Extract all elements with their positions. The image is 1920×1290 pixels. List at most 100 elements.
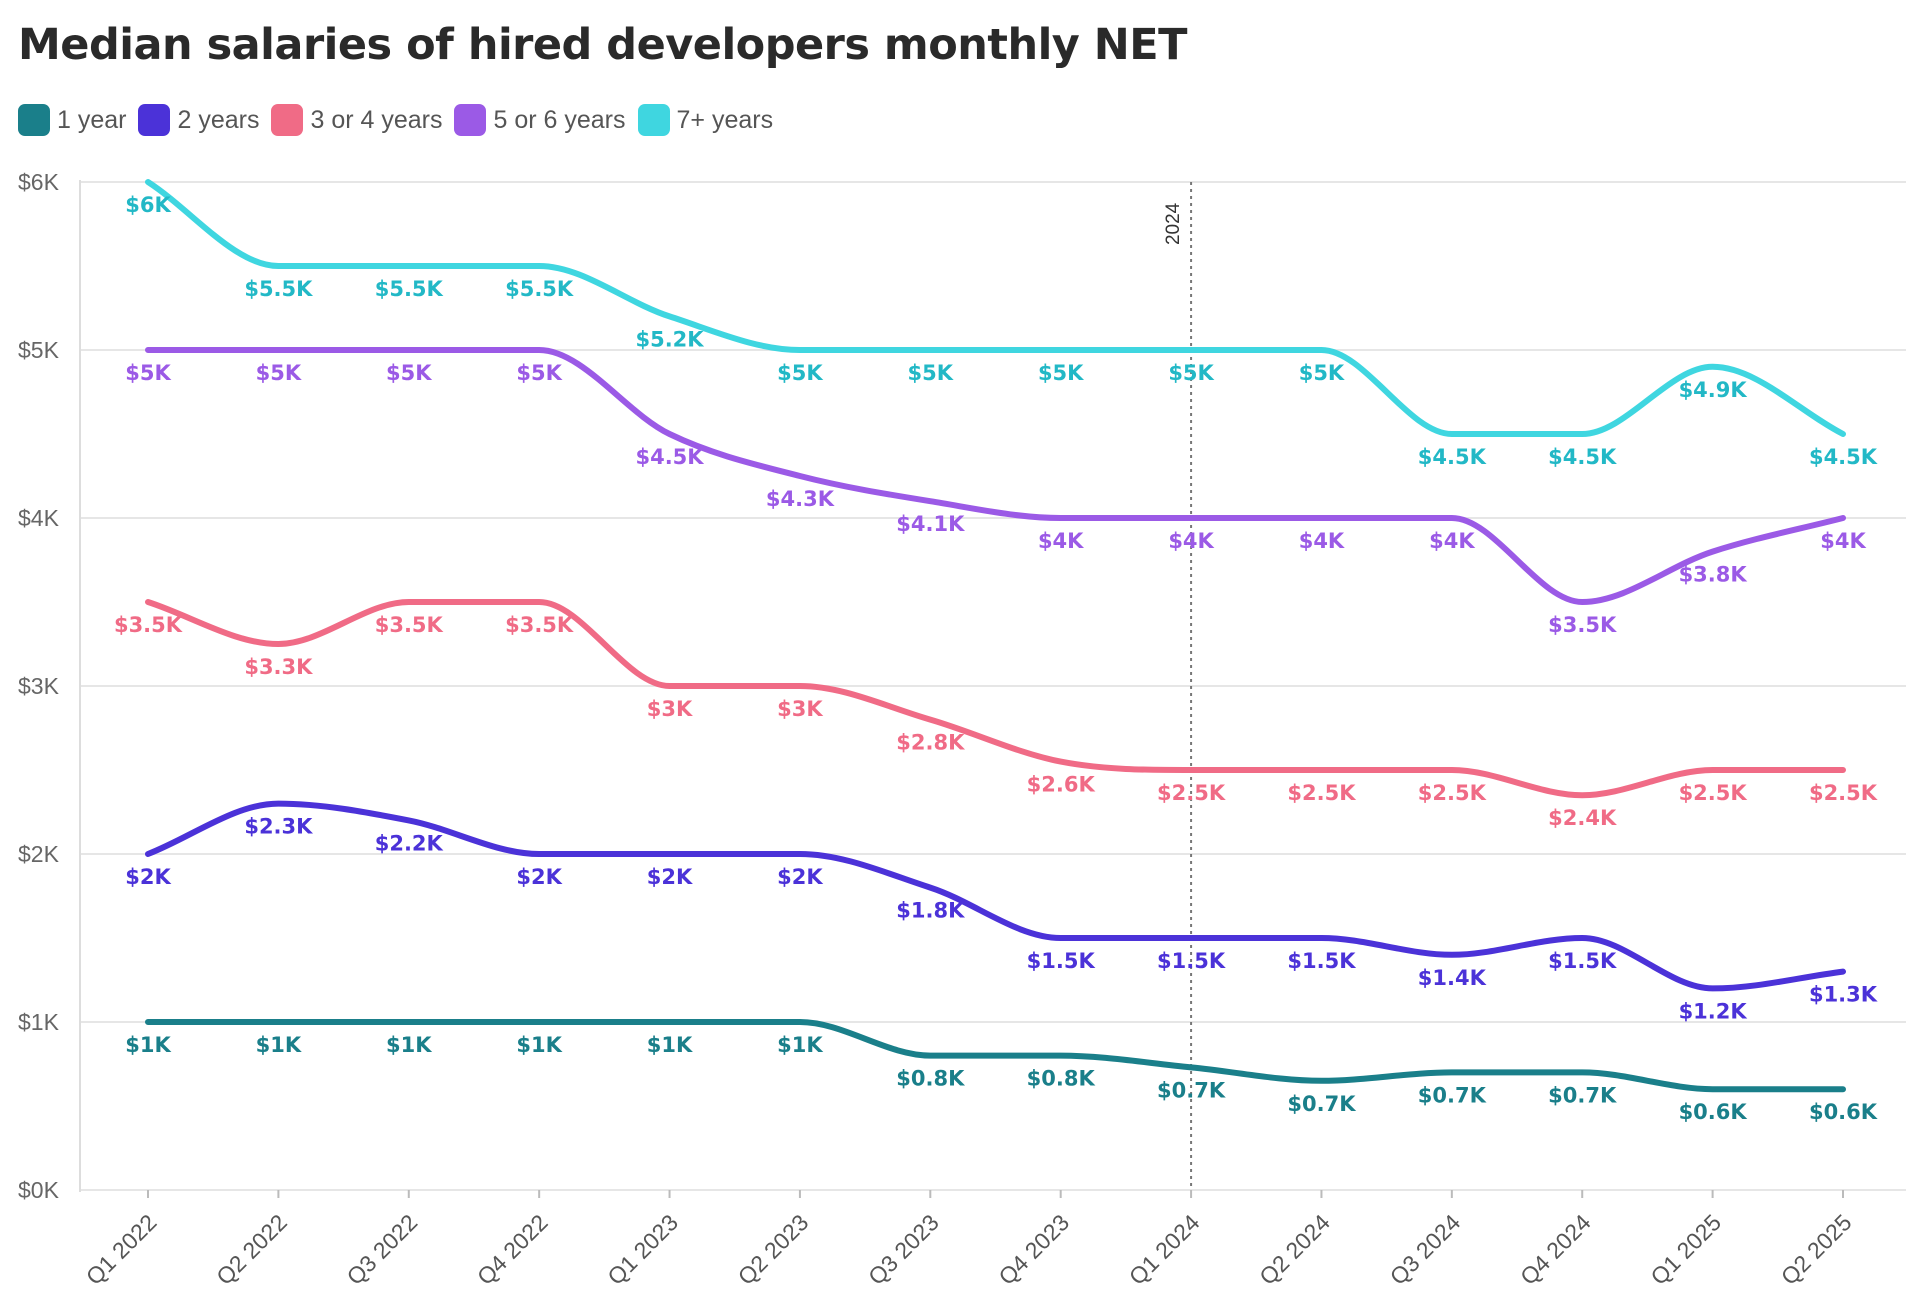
series-line-2-years[interactable] (145, 800, 1846, 992)
data-point-1-year[interactable] (1056, 1051, 1066, 1061)
data-point-5-or-6-years[interactable] (925, 496, 935, 506)
series-line-3-or-4-years[interactable] (145, 598, 1846, 799)
data-point-5-or-6-years[interactable] (795, 471, 805, 481)
data-point-5-or-6-years[interactable] (1186, 513, 1196, 523)
data-point-1-year[interactable] (404, 1017, 414, 1027)
data-point-7-plus-years[interactable] (665, 311, 675, 321)
data-point-2-years[interactable] (273, 799, 283, 809)
data-point-7-plus-years[interactable] (1186, 345, 1196, 355)
data-label-2-years: $1.5K (1157, 949, 1226, 973)
data-point-3-or-4-years[interactable] (534, 597, 544, 607)
data-point-2-years[interactable] (143, 849, 153, 859)
data-label-5-or-6-years: $3.5K (1548, 613, 1617, 637)
data-point-7-plus-years[interactable] (1708, 362, 1718, 372)
data-point-5-or-6-years[interactable] (1577, 597, 1587, 607)
data-point-7-plus-years[interactable] (404, 261, 414, 271)
data-point-7-plus-years[interactable] (1447, 429, 1457, 439)
data-point-3-or-4-years[interactable] (1186, 765, 1196, 775)
data-point-7-plus-years[interactable] (925, 345, 935, 355)
data-point-5-or-6-years[interactable] (534, 345, 544, 355)
y-tick-label: $3K (18, 673, 60, 699)
legend-item-7-plus-years[interactable]: 7+ years (637, 104, 773, 136)
data-point-1-year[interactable] (1447, 1067, 1457, 1077)
data-point-7-plus-years[interactable] (1316, 345, 1326, 355)
data-label-7-plus-years: $5.5K (244, 277, 313, 301)
data-point-1-year[interactable] (143, 1017, 153, 1027)
data-label-1-year: $1K (125, 1033, 171, 1057)
data-point-3-or-4-years[interactable] (1577, 790, 1587, 800)
data-point-3-or-4-years[interactable] (795, 681, 805, 691)
data-label-5-or-6-years: $5K (516, 361, 562, 385)
data-point-5-or-6-years[interactable] (404, 345, 414, 355)
data-point-1-year[interactable] (1186, 1062, 1196, 1072)
legend-item-1-year[interactable]: 1 year (18, 104, 126, 136)
data-point-7-plus-years[interactable] (143, 177, 153, 187)
x-tick-label: Q2 2022 (211, 1209, 292, 1290)
data-label-5-or-6-years: $4K (1820, 529, 1866, 553)
legend-item-5-or-6-years[interactable]: 5 or 6 years (454, 104, 626, 136)
data-point-3-or-4-years[interactable] (143, 597, 153, 607)
data-point-7-plus-years[interactable] (1577, 429, 1587, 439)
x-tick-label: Q4 2023 (993, 1209, 1074, 1290)
data-point-3-or-4-years[interactable] (1447, 765, 1457, 775)
series-line-5-or-6-years[interactable] (145, 346, 1846, 605)
data-point-3-or-4-years[interactable] (1838, 765, 1848, 775)
data-point-2-years[interactable] (1577, 933, 1587, 943)
data-label-2-years: $1.4K (1418, 966, 1487, 990)
data-point-2-years[interactable] (1708, 983, 1718, 993)
data-point-1-year[interactable] (273, 1017, 283, 1027)
data-point-1-year[interactable] (925, 1051, 935, 1061)
data-point-5-or-6-years[interactable] (273, 345, 283, 355)
data-point-2-years[interactable] (1447, 950, 1457, 960)
data-point-1-year[interactable] (1708, 1084, 1718, 1094)
data-point-7-plus-years[interactable] (795, 345, 805, 355)
data-point-5-or-6-years[interactable] (665, 429, 675, 439)
data-point-3-or-4-years[interactable] (1316, 765, 1326, 775)
data-point-5-or-6-years[interactable] (1708, 547, 1718, 557)
data-point-2-years[interactable] (534, 849, 544, 859)
data-point-2-years[interactable] (795, 849, 805, 859)
data-point-3-or-4-years[interactable] (925, 715, 935, 725)
data-label-1-year: $1K (647, 1033, 693, 1057)
data-point-2-years[interactable] (1056, 933, 1066, 943)
data-label-7-plus-years: $6K (125, 193, 171, 217)
data-point-2-years[interactable] (1838, 967, 1848, 977)
data-point-1-year[interactable] (665, 1017, 675, 1027)
data-point-3-or-4-years[interactable] (404, 597, 414, 607)
data-point-5-or-6-years[interactable] (1838, 513, 1848, 523)
legend-label-5-or-6-years: 5 or 6 years (493, 105, 626, 134)
data-label-2-years: $2.2K (375, 831, 444, 855)
data-point-3-or-4-years[interactable] (1056, 757, 1066, 767)
series-line-1-year[interactable] (145, 1018, 1846, 1093)
data-point-1-year[interactable] (795, 1017, 805, 1027)
data-label-3-or-4-years: $2.5K (1157, 781, 1226, 805)
data-point-3-or-4-years[interactable] (665, 681, 675, 691)
data-point-7-plus-years[interactable] (1838, 429, 1848, 439)
series-line-7-plus-years[interactable] (145, 179, 1846, 438)
data-point-5-or-6-years[interactable] (1056, 513, 1066, 523)
data-point-7-plus-years[interactable] (1056, 345, 1066, 355)
legend-item-2-years[interactable]: 2 years (138, 104, 259, 136)
legend-item-3-or-4-years[interactable]: 3 or 4 years (271, 104, 442, 136)
data-point-2-years[interactable] (404, 815, 414, 825)
data-point-2-years[interactable] (665, 849, 675, 859)
data-point-5-or-6-years[interactable] (143, 345, 153, 355)
legend-label-3-or-4-years: 3 or 4 years (310, 105, 443, 134)
data-point-7-plus-years[interactable] (534, 261, 544, 271)
data-point-1-year[interactable] (1577, 1067, 1587, 1077)
data-point-1-year[interactable] (1838, 1084, 1848, 1094)
legend-label-1-year: 1 year (57, 105, 127, 134)
data-point-5-or-6-years[interactable] (1316, 513, 1326, 523)
data-point-2-years[interactable] (1316, 933, 1326, 943)
data-point-7-plus-years[interactable] (273, 261, 283, 271)
data-point-3-or-4-years[interactable] (1708, 765, 1718, 775)
data-label-7-plus-years: $5K (1038, 361, 1084, 385)
data-label-5-or-6-years: $4.5K (635, 445, 704, 469)
data-point-2-years[interactable] (1186, 933, 1196, 943)
data-point-3-or-4-years[interactable] (273, 639, 283, 649)
data-label-7-plus-years: $5.2K (635, 327, 704, 351)
data-point-1-year[interactable] (534, 1017, 544, 1027)
data-point-5-or-6-years[interactable] (1447, 513, 1457, 523)
data-point-2-years[interactable] (925, 883, 935, 893)
data-point-1-year[interactable] (1316, 1076, 1326, 1086)
